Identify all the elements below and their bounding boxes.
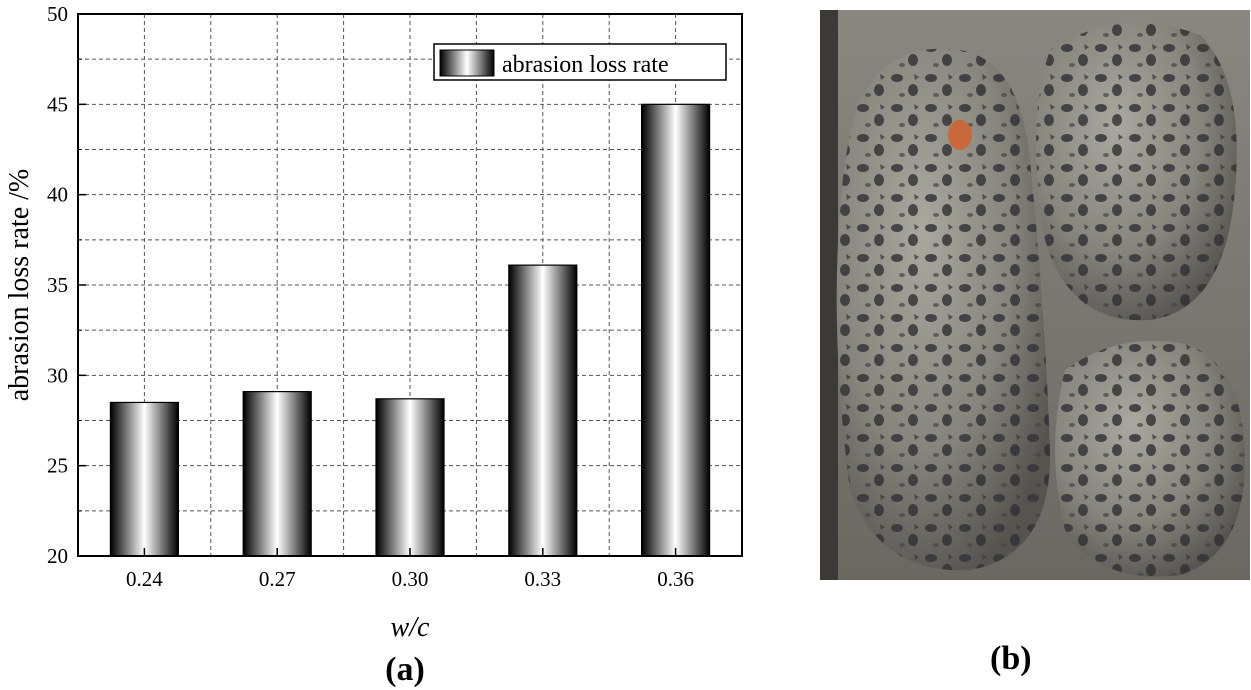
x-axis-title: w/c <box>391 612 430 643</box>
aggregate-photo <box>820 10 1250 580</box>
y-tick-label: 25 <box>47 454 68 478</box>
bar-0.27 <box>242 390 312 557</box>
y-axis-title: abrasion loss rate /% <box>4 169 35 402</box>
x-tick-label: 0.27 <box>259 567 296 591</box>
legend-label: abrasion loss rate <box>502 52 669 78</box>
bars <box>109 103 711 557</box>
rock-left <box>836 48 1051 571</box>
legend: abrasion loss rate <box>433 43 727 81</box>
rock-bottom-right <box>1055 340 1245 577</box>
y-ticks: 20 25 30 35 40 45 50 <box>47 2 86 568</box>
bar-0.33 <box>508 264 578 557</box>
panel-label-a: (a) <box>385 651 425 688</box>
y-tick-label: 30 <box>47 363 68 387</box>
x-ticks: 0.24 0.27 0.30 0.33 0.36 <box>126 548 694 591</box>
panel-label-b: (b) <box>990 640 1032 677</box>
legend-swatch <box>439 49 495 77</box>
aggregate-photo-drawing <box>820 10 1250 580</box>
y-tick-label: 45 <box>47 92 68 116</box>
y-tick-label: 50 <box>47 2 68 26</box>
x-tick-label: 0.24 <box>126 567 163 591</box>
y-tick-label: 20 <box>47 544 68 568</box>
bar-0.24 <box>109 401 180 557</box>
bar-chart: 20 25 30 35 40 45 50 0.24 0.27 0.30 0.33 0.36 abra… <box>4 2 743 688</box>
bar-0.30 <box>375 398 445 557</box>
x-tick-label: 0.30 <box>392 567 429 591</box>
x-tick-label: 0.33 <box>524 567 561 591</box>
y-tick-label: 40 <box>47 183 68 207</box>
y-tick-label: 35 <box>47 273 68 297</box>
rock-top-right <box>1036 22 1237 321</box>
bar-0.36 <box>640 103 711 557</box>
x-tick-label: 0.36 <box>657 567 694 591</box>
